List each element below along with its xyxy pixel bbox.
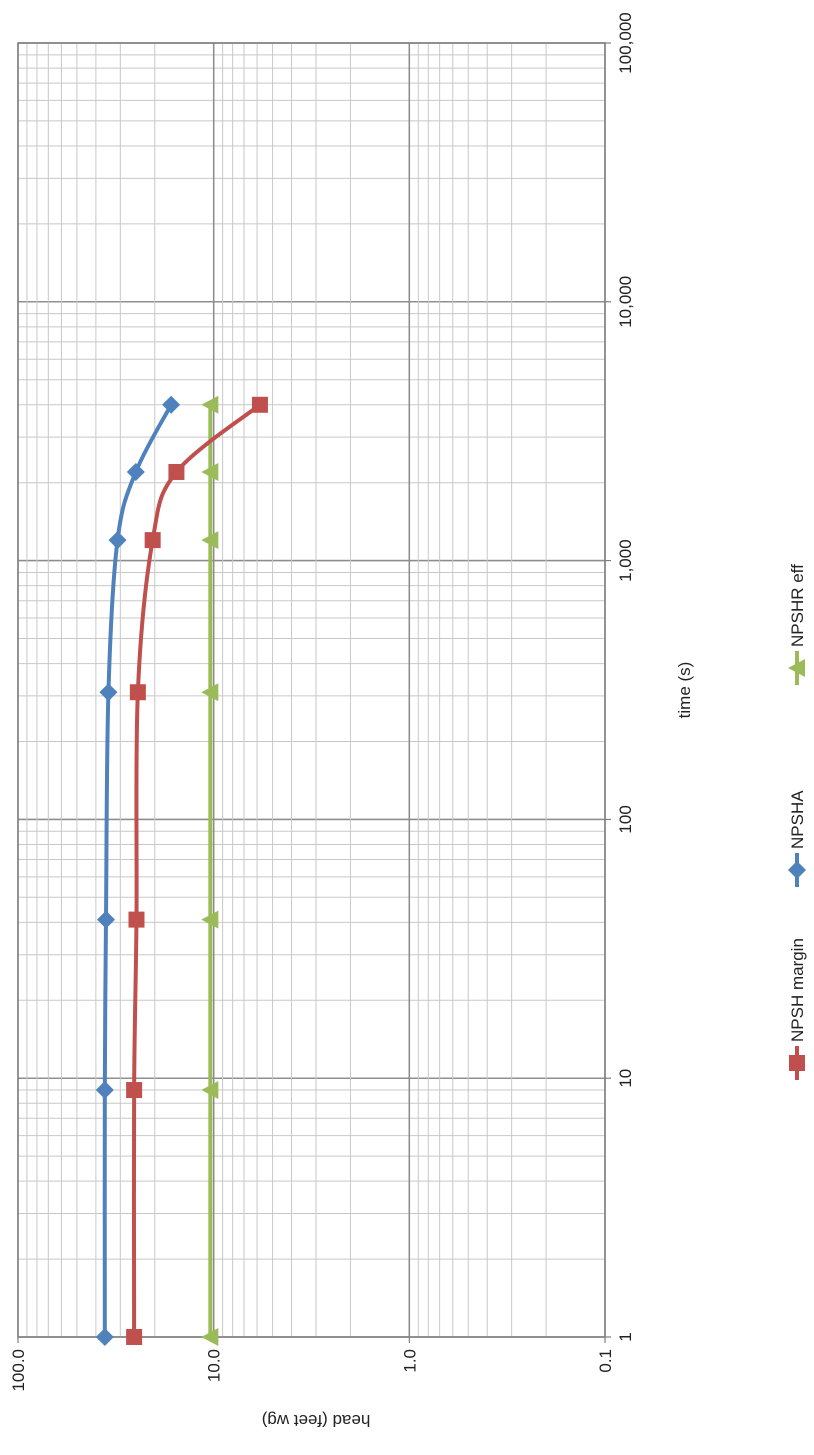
series-line xyxy=(102,402,174,1339)
legend: NPSH margin NPSHA NPSHR eff xyxy=(788,564,807,1080)
time-axis-title: time (s) xyxy=(675,662,694,719)
head-tick-label: 1.0 xyxy=(400,1349,419,1373)
data-point-diamond xyxy=(788,861,806,879)
legend-label: NPSHR eff xyxy=(788,564,807,647)
data-point-triangle xyxy=(201,910,219,929)
series-npsha xyxy=(95,395,181,1346)
head-axis-title: head (feet wg) xyxy=(262,1411,371,1430)
data-point-square xyxy=(128,911,145,928)
head-tick-label: 0.1 xyxy=(596,1349,615,1373)
data-point-triangle xyxy=(201,395,219,414)
time-tick-label: 10 xyxy=(616,1069,635,1088)
data-point-triangle xyxy=(788,659,805,677)
data-point-square xyxy=(168,463,185,480)
data-point-triangle xyxy=(201,683,219,702)
data-point-square xyxy=(126,1329,143,1345)
data-point-triangle xyxy=(201,1081,219,1100)
time-tick-label: 1 xyxy=(616,1332,635,1341)
data-point-triangle xyxy=(201,462,219,481)
data-point-diamond xyxy=(97,910,116,929)
head-tick-label: 10.0 xyxy=(205,1349,224,1382)
head-tick-label: 100.0 xyxy=(9,1349,28,1392)
data-point-square xyxy=(126,1082,143,1099)
data-point-square xyxy=(144,532,161,549)
data-point-diamond xyxy=(162,395,181,414)
data-point-diamond xyxy=(95,1328,114,1346)
series-line xyxy=(131,402,262,1339)
time-tick-label: 1,000 xyxy=(616,539,635,582)
time-tick-label: 100 xyxy=(616,805,635,833)
data-point-square xyxy=(789,1055,805,1071)
time-tick-label: 100,000 xyxy=(616,12,635,73)
plot-area-background xyxy=(18,43,605,1337)
time-tick-label: 10,000 xyxy=(616,276,635,328)
series-npsh-margin xyxy=(126,396,268,1345)
legend-label: NPSHA xyxy=(788,790,807,849)
data-point-diamond xyxy=(108,531,127,550)
data-point-triangle xyxy=(201,531,219,550)
data-point-diamond xyxy=(99,683,118,702)
data-point-diamond xyxy=(126,462,145,481)
legend-label: NPSH margin xyxy=(788,938,807,1042)
series-npshr-eff xyxy=(201,395,219,1346)
data-point-triangle xyxy=(201,1328,219,1346)
data-point-square xyxy=(251,396,268,413)
plot-area-border xyxy=(17,42,606,1338)
gridlines xyxy=(17,42,606,1338)
data-point-square xyxy=(129,684,146,701)
data-point-diamond xyxy=(95,1081,114,1100)
